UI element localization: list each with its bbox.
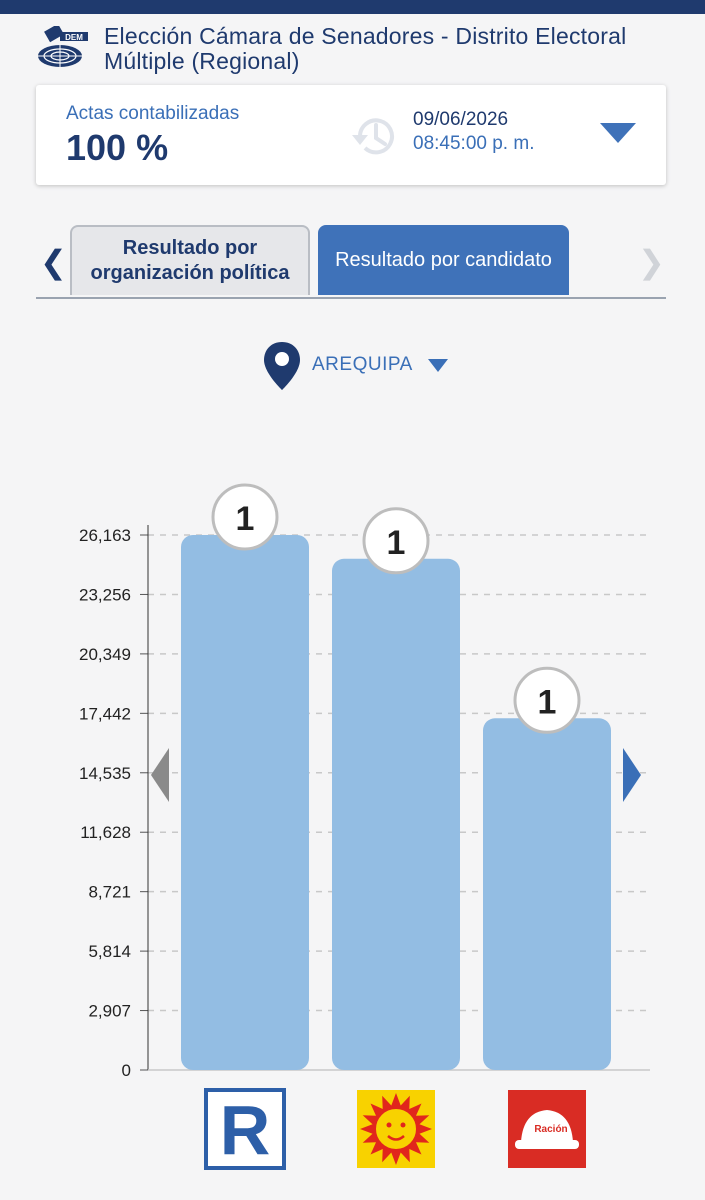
chevron-left-icon[interactable]: ❮ (40, 244, 67, 280)
chart-scroll-right-icon[interactable] (623, 748, 641, 802)
y-tick-label: 26,163 (79, 526, 131, 545)
sun-face (374, 1107, 418, 1151)
bar (181, 535, 309, 1070)
helmet-brim (515, 1140, 579, 1149)
bar (332, 558, 460, 1070)
y-tick-label: 0 (122, 1061, 131, 1080)
sun-smile (387, 1135, 405, 1141)
y-tick-label: 11,628 (80, 823, 131, 842)
y-tick-label: 23,256 (79, 585, 131, 604)
caret-down-icon (428, 359, 448, 372)
update-date: 09/06/2026 (413, 109, 509, 130)
y-tick-label: 5,814 (88, 942, 131, 961)
chevron-right-icon[interactable]: ❯ (638, 244, 665, 280)
y-tick-label: 8,721 (88, 883, 131, 902)
seat-badge-number: 1 (538, 683, 557, 721)
y-tick-label: 14,535 (79, 764, 131, 783)
r-logo-letter: R (220, 1091, 271, 1169)
tab-candidate[interactable]: Resultado por candidato (318, 225, 569, 295)
history-clock-icon (352, 118, 394, 155)
top-bar (0, 0, 705, 14)
seat-badge (362, 507, 430, 575)
r-logo-icon (204, 1088, 286, 1170)
chart-scroll-left-icon[interactable] (151, 748, 169, 802)
actas-value: 100 % (66, 127, 169, 168)
tab-underline (36, 297, 666, 299)
helmet-dome (521, 1110, 573, 1142)
update-time: 08:45:00 p. m. (413, 133, 535, 154)
tab-bar: ❮ Resultado por organización política Re… (36, 225, 666, 301)
helmet-text: Ración (534, 1124, 567, 1135)
chart-svg: 0 2,907 5,814 8,721 11,628 14,535 17,442 20,349… (79, 483, 650, 1170)
seat-badge (513, 666, 581, 734)
actas-label: Actas contabilizadas (66, 103, 240, 124)
sun-eye (386, 1122, 392, 1128)
dem-logo-icon: DEM (38, 26, 88, 67)
map-pin-icon (264, 342, 300, 390)
header: DEM Elección Cámara de Senadores - Distr… (36, 22, 676, 78)
sun-eye (400, 1122, 406, 1128)
progress-card: Actas contabilizadas 100 % 09/06/2026 08… (36, 85, 666, 185)
seat-badge (211, 483, 279, 551)
seat-badge-number: 1 (236, 500, 255, 538)
y-tick-label: 20,349 (79, 645, 131, 664)
svg-text:DEM: DEM (65, 33, 83, 42)
seat-badge-number: 1 (387, 524, 406, 562)
bar (483, 718, 611, 1070)
location-name: AREQUIPA (312, 354, 413, 375)
y-tick-label: 2,907 (88, 1002, 131, 1021)
page-title: Elección Cámara de Senadores - Distrito … (104, 23, 627, 74)
chevron-down-icon[interactable] (600, 123, 636, 143)
tab-organization[interactable]: Resultado por organización política (70, 225, 310, 295)
y-tick-label: 17,442 (79, 704, 131, 723)
candidate-bar-chart: 0 2,907 5,814 8,721 11,628 14,535 17,442 20,349… (0, 470, 705, 1190)
